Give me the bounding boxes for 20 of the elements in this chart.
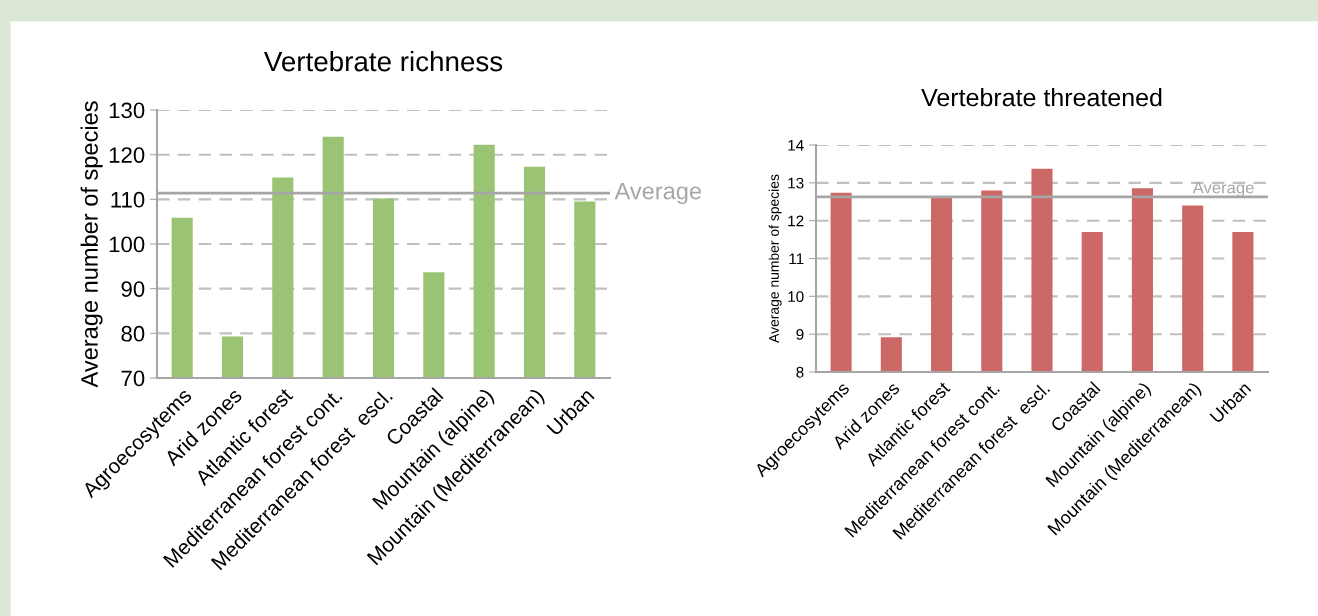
y-tick-label: 14 (788, 140, 804, 151)
y-axis-title: Average number of species (768, 174, 782, 343)
y-tick-label: 120 (109, 147, 145, 163)
y-tick-label: 11 (789, 253, 804, 265)
y-tick-label: 130 (109, 102, 145, 119)
y-tick-label: 9 (796, 329, 804, 340)
y-tick-label: 12 (788, 215, 804, 227)
y-axis-title: Average number of species (80, 101, 103, 388)
ref-line-label: Average (614, 182, 702, 205)
y-tick-label: 10 (788, 291, 804, 303)
y-tick-label: 13 (788, 177, 804, 189)
y-tick-label: 8 (796, 366, 804, 378)
y-tick-label: 90 (121, 281, 145, 297)
y-tick-label: 100 (109, 236, 145, 253)
y-tick-label: 110 (111, 191, 145, 208)
y-tick-label: 80 (121, 325, 145, 342)
chart-title: Vertebrate richness (263, 50, 503, 72)
y-tick-label: 70 (121, 370, 145, 387)
ref-line-label: Average (1192, 181, 1254, 197)
chart-title: Vertebrate threatened (921, 87, 1162, 107)
